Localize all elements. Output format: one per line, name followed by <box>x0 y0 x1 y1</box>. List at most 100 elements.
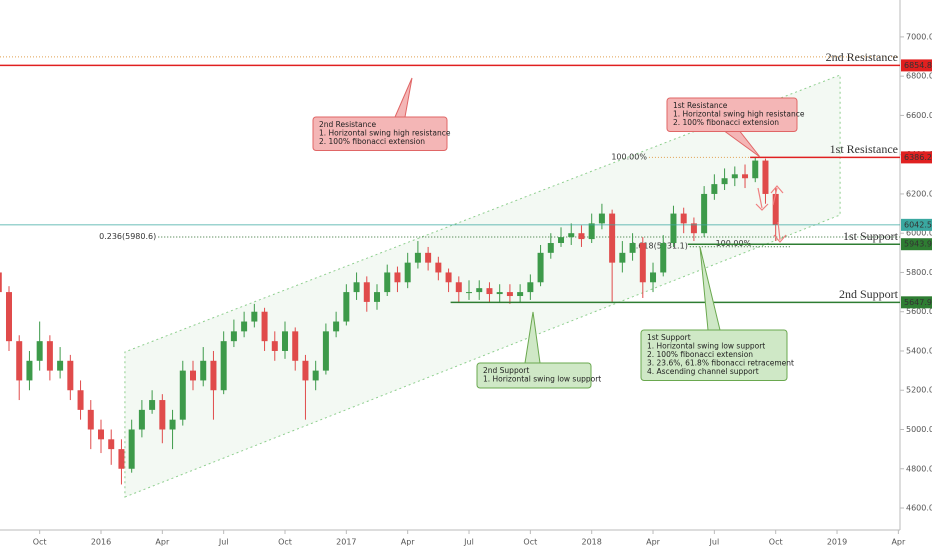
y-tick-label: 6600.0 <box>906 111 932 120</box>
candle-body <box>578 233 585 240</box>
candle-body <box>36 341 43 361</box>
candle-body <box>476 288 483 293</box>
x-tick-label: Jul <box>463 538 474 547</box>
candle-body <box>650 272 657 283</box>
y-tick-label: 6200.0 <box>906 189 932 198</box>
candle-body <box>374 292 381 302</box>
price-tag-label: 6042.5 <box>904 220 932 229</box>
candle-body <box>118 449 125 469</box>
candle-body <box>271 341 278 351</box>
candle-body <box>670 213 677 244</box>
candle-body <box>701 193 708 234</box>
candle-body <box>16 341 23 381</box>
candle-body <box>598 213 605 224</box>
candle-body <box>394 272 401 283</box>
callout-text: 2nd Resistance <box>319 120 376 129</box>
candle-body <box>77 390 84 410</box>
y-tick-label: 5000.0 <box>906 425 932 434</box>
callout-box <box>640 329 788 381</box>
level-name: 2nd Support <box>839 287 899 301</box>
y-tick-label: 5400.0 <box>906 346 932 355</box>
callout-text: 4. Ascending channel support <box>647 367 759 376</box>
callout-text: 1. Horizontal swing high resistance <box>319 129 451 138</box>
candle-body <box>619 252 626 263</box>
candle-body <box>138 409 145 430</box>
arrow <box>773 221 787 243</box>
candle-body <box>568 233 575 238</box>
candle-body <box>159 400 166 430</box>
x-tick-label: 2018 <box>582 538 602 547</box>
candle-body <box>537 252 544 283</box>
candle-body <box>128 429 135 469</box>
candle-body <box>87 409 94 430</box>
candle-body <box>363 282 370 302</box>
price-tag <box>901 151 932 164</box>
x-tick-label: 2017 <box>336 538 356 547</box>
candle-body <box>445 272 452 283</box>
y-tick-label: 6800.0 <box>906 72 932 81</box>
candle-body <box>343 292 350 322</box>
candle-body <box>0 272 2 293</box>
candle-body <box>230 331 237 342</box>
candle-body <box>261 311 268 342</box>
level-name: 1st Resistance <box>830 142 898 156</box>
candle-body <box>680 213 687 224</box>
x-tick-label: Oct <box>769 538 783 547</box>
candle-body <box>26 360 33 381</box>
level-name: 2nd Resistance <box>826 50 898 64</box>
candle-body <box>455 282 462 293</box>
fib-label: 100.00% <box>611 152 647 161</box>
x-tick-label: 2016 <box>91 538 111 547</box>
candle-body <box>629 243 636 253</box>
candle-body <box>169 419 176 430</box>
callout-text: 2. 100% fibonacci extension <box>319 137 425 146</box>
x-tick-label: 2019 <box>827 538 847 547</box>
y-tick-label: 5800.0 <box>906 268 932 277</box>
candle-body <box>404 262 411 283</box>
price-tag-label: 6854.8 <box>904 61 932 70</box>
x-tick-label: Jul <box>218 538 229 547</box>
candle-body <box>97 429 104 440</box>
candle-body <box>588 223 595 240</box>
candle-body <box>547 243 554 253</box>
price-tag-label: 5647.9 <box>904 298 932 307</box>
level-name: 1st Support <box>843 229 899 243</box>
y-tick-label: 6000.0 <box>906 229 932 238</box>
ascending-channel <box>124 74 841 498</box>
x-tick-label: Apr <box>646 538 661 547</box>
candle-body <box>46 341 53 371</box>
x-tick-label: Oct <box>33 538 47 547</box>
callout-text: 2nd Support <box>483 366 529 375</box>
callout-text: 2. 100% fibonacci extension <box>673 118 779 127</box>
candle-body <box>762 160 769 194</box>
callout-box <box>312 116 448 151</box>
candle-body <box>609 213 616 263</box>
candle-body <box>486 288 493 295</box>
price-tag-label: 6386.2 <box>904 153 932 162</box>
candle-body <box>241 321 248 332</box>
candle-body <box>772 193 779 225</box>
callout-box <box>476 362 592 389</box>
price-tag <box>901 218 932 231</box>
candle-body <box>711 184 718 194</box>
fib-label: 0.236(5980.6) <box>99 232 156 241</box>
candle-body <box>302 360 309 381</box>
callout-text: 2. 100% fibonacci extension <box>647 350 753 359</box>
candle-body <box>639 243 646 283</box>
candle-body <box>425 252 432 263</box>
fib-label: 0.618(5931.1) <box>631 242 688 251</box>
candle-body <box>660 243 667 273</box>
candle-body <box>731 174 738 179</box>
candle-body <box>5 292 12 342</box>
callout-text: 1. Horizontal swing high resistance <box>673 110 805 119</box>
y-tick-label: 4800.0 <box>906 464 932 473</box>
y-tick-label: 5200.0 <box>906 386 932 395</box>
candle-body <box>414 252 421 263</box>
candle-body <box>149 400 156 410</box>
candle-body <box>353 282 360 293</box>
